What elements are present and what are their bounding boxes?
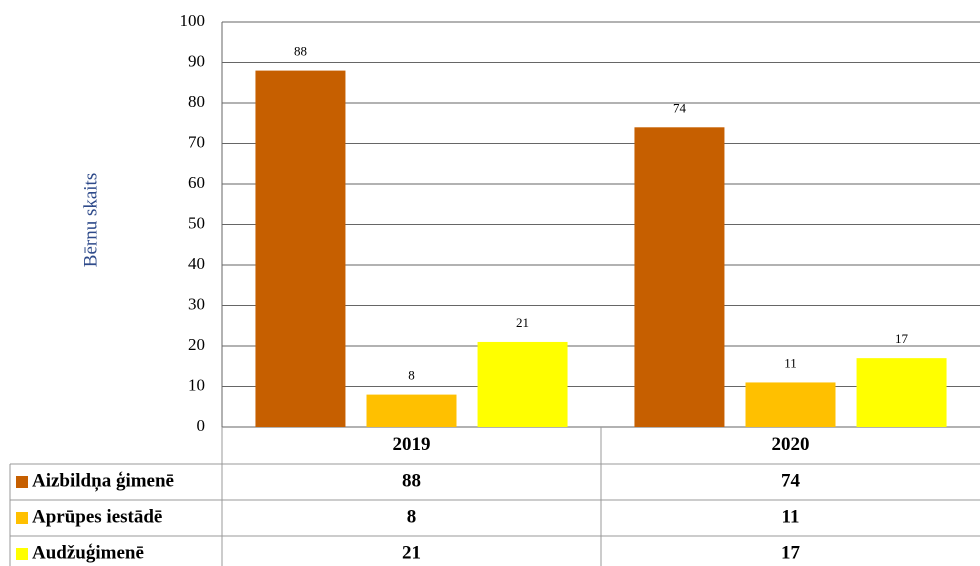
bar: [366, 394, 457, 427]
data-label: 11: [784, 355, 797, 370]
legend-label: Aprūpes iestādē: [32, 506, 162, 527]
table-value: 17: [781, 542, 801, 563]
data-label: 17: [895, 331, 909, 346]
y-axis-label: Bērnu skaits: [80, 173, 101, 267]
data-label: 88: [294, 44, 307, 59]
legend-label: Audžuģimenē: [32, 542, 144, 563]
bar: [856, 358, 947, 427]
data-label: 8: [408, 368, 415, 383]
data-label: 74: [673, 100, 687, 115]
bar: [255, 70, 346, 427]
table-value: 74: [781, 470, 801, 491]
legend-label: Aizbildņa ģimenē: [32, 470, 174, 491]
table-value: 88: [402, 470, 421, 491]
bar: [477, 341, 568, 427]
x-tick-label: 2020: [772, 434, 810, 455]
table-value: 11: [782, 506, 800, 527]
y-tick-label: 30: [188, 294, 205, 313]
x-tick-label: 2019: [393, 434, 431, 455]
table-value: 8: [407, 506, 417, 527]
y-tick-label: 70: [188, 132, 205, 151]
y-tick-label: 100: [180, 11, 206, 30]
y-tick-label: 10: [188, 375, 205, 394]
y-tick-label: 90: [188, 51, 205, 70]
y-tick-label: 20: [188, 335, 205, 354]
table-value: 21: [402, 542, 421, 563]
bar: [745, 382, 836, 427]
bar: [634, 127, 725, 428]
legend-swatch: [16, 548, 28, 560]
y-tick-label: 80: [188, 92, 205, 111]
y-tick-label: 50: [188, 213, 205, 232]
legend-swatch: [16, 476, 28, 488]
y-tick-label: 40: [188, 254, 205, 273]
y-tick-label: 60: [188, 173, 205, 192]
data-label: 21: [516, 315, 529, 330]
legend-swatch: [16, 512, 28, 524]
y-tick-label: 0: [197, 416, 206, 435]
